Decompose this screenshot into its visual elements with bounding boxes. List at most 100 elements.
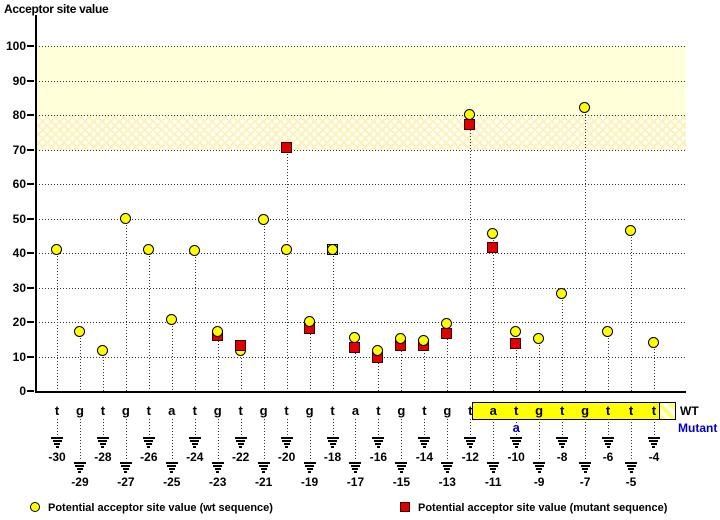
wt-point--26	[142, 243, 154, 255]
ground-bar	[398, 468, 405, 470]
y-tick-label-50: 50	[12, 211, 26, 226]
point-stem--26	[148, 249, 150, 391]
wt-point--21	[257, 214, 269, 226]
mutant-legend-marker-icon	[400, 502, 410, 512]
mutant-point--13	[441, 328, 453, 340]
ground-bar	[647, 437, 660, 439]
ground-bar	[442, 465, 452, 467]
chart-legend: Potential acceptor site value (wt sequen…	[0, 498, 720, 520]
ground-bar	[101, 446, 105, 448]
sequence-base--21: g	[259, 403, 268, 418]
mutant-point--17	[349, 341, 361, 353]
sequence-base--29: g	[75, 403, 84, 418]
ground-bar	[280, 437, 293, 439]
ground-bar	[142, 437, 155, 439]
ground-bar	[326, 437, 339, 439]
ground-symbol--19	[303, 462, 316, 474]
sequence-base--28: t	[100, 403, 106, 418]
wt-point--15	[395, 333, 407, 345]
sequence-base--24: t	[192, 403, 197, 418]
position-label--6: -6	[602, 450, 614, 464]
y-tick-mark-100	[27, 45, 34, 47]
ground-bar	[121, 465, 131, 467]
ground-bar	[147, 446, 151, 448]
ground-bar	[556, 437, 569, 439]
sequence-base--10: t	[514, 403, 519, 418]
position-stem--16	[378, 419, 380, 436]
ground-symbol--5	[625, 462, 637, 474]
ground-symbol--18	[326, 437, 339, 449]
point-stem--6	[608, 332, 610, 391]
sequence-base--13: g	[443, 403, 452, 418]
legend-mutant-text: Potential acceptor site value (mutant se…	[418, 502, 668, 514]
ground-symbol--13	[441, 462, 454, 474]
ground-bar	[257, 462, 270, 464]
point-stem--25	[171, 320, 173, 391]
ground-bar	[303, 462, 316, 464]
ground-bar	[191, 443, 198, 445]
point-stem--20	[286, 147, 288, 391]
ground-bar	[234, 437, 247, 439]
ground-bar	[629, 471, 633, 473]
ground-symbol--29	[73, 462, 86, 474]
sequence-base--4: t	[651, 403, 657, 418]
ground-bar	[375, 443, 382, 445]
highlighted-sequence-box	[472, 402, 676, 420]
ground-bar	[285, 446, 289, 448]
point-stem--17	[355, 337, 357, 391]
ground-symbol--20	[280, 437, 293, 449]
ground-symbol--21	[257, 462, 270, 474]
threshold-band-70-80	[36, 115, 686, 150]
ground-bar	[305, 465, 315, 467]
position-label--19: -19	[300, 475, 319, 489]
sequence-base--20: t	[284, 403, 289, 418]
point-stem--19	[309, 322, 311, 391]
ground-bar	[421, 443, 428, 445]
wt-point--9	[533, 333, 545, 345]
position-stem--30	[57, 419, 58, 436]
chart-title: Acceptor site value	[4, 2, 109, 16]
position-stem--25	[171, 419, 173, 461]
wt-point--11	[487, 228, 499, 240]
position-label--10: -10	[507, 450, 525, 464]
position-stem--8	[562, 419, 564, 436]
point-stem--22	[240, 346, 242, 391]
ground-bar	[536, 468, 543, 470]
ground-symbol--16	[372, 437, 385, 449]
position-label--9: -9	[533, 475, 545, 489]
ground-bar	[306, 468, 313, 470]
position-label--7: -7	[579, 475, 591, 489]
position-stem--5	[631, 419, 632, 461]
position-stem--18	[332, 419, 334, 436]
wt-point--4	[647, 336, 659, 348]
point-stem--18	[332, 249, 334, 391]
position-stem--11	[493, 419, 495, 461]
ground-bar	[559, 443, 566, 445]
position-label--23: -23	[209, 475, 227, 489]
ground-bar	[464, 437, 477, 439]
ground-bar	[445, 471, 449, 473]
ground-bar	[602, 437, 615, 439]
position-label--11: -11	[484, 475, 502, 489]
sequence-base--26: t	[146, 403, 151, 418]
wt-point--12	[464, 109, 476, 120]
ground-bar	[537, 471, 541, 473]
sequence-base--18: t	[330, 403, 335, 418]
ground-bar	[96, 437, 109, 439]
ground-bar	[213, 465, 223, 467]
position-label--21: -21	[254, 475, 273, 489]
ground-bar	[236, 440, 246, 442]
ground-bar	[491, 471, 495, 473]
point-stem--24	[194, 251, 196, 391]
ground-bar	[441, 462, 454, 464]
ground-bar	[76, 468, 83, 470]
wt-point--27	[119, 212, 131, 224]
position-stem--15	[401, 419, 403, 461]
position-stem--23	[217, 419, 219, 461]
gridline-40	[36, 253, 686, 254]
point-stem--5	[631, 230, 632, 391]
mutant-point--20	[280, 141, 292, 153]
ground-bar	[75, 465, 85, 467]
position-stem--17	[355, 419, 357, 461]
ground-bar	[329, 443, 336, 445]
